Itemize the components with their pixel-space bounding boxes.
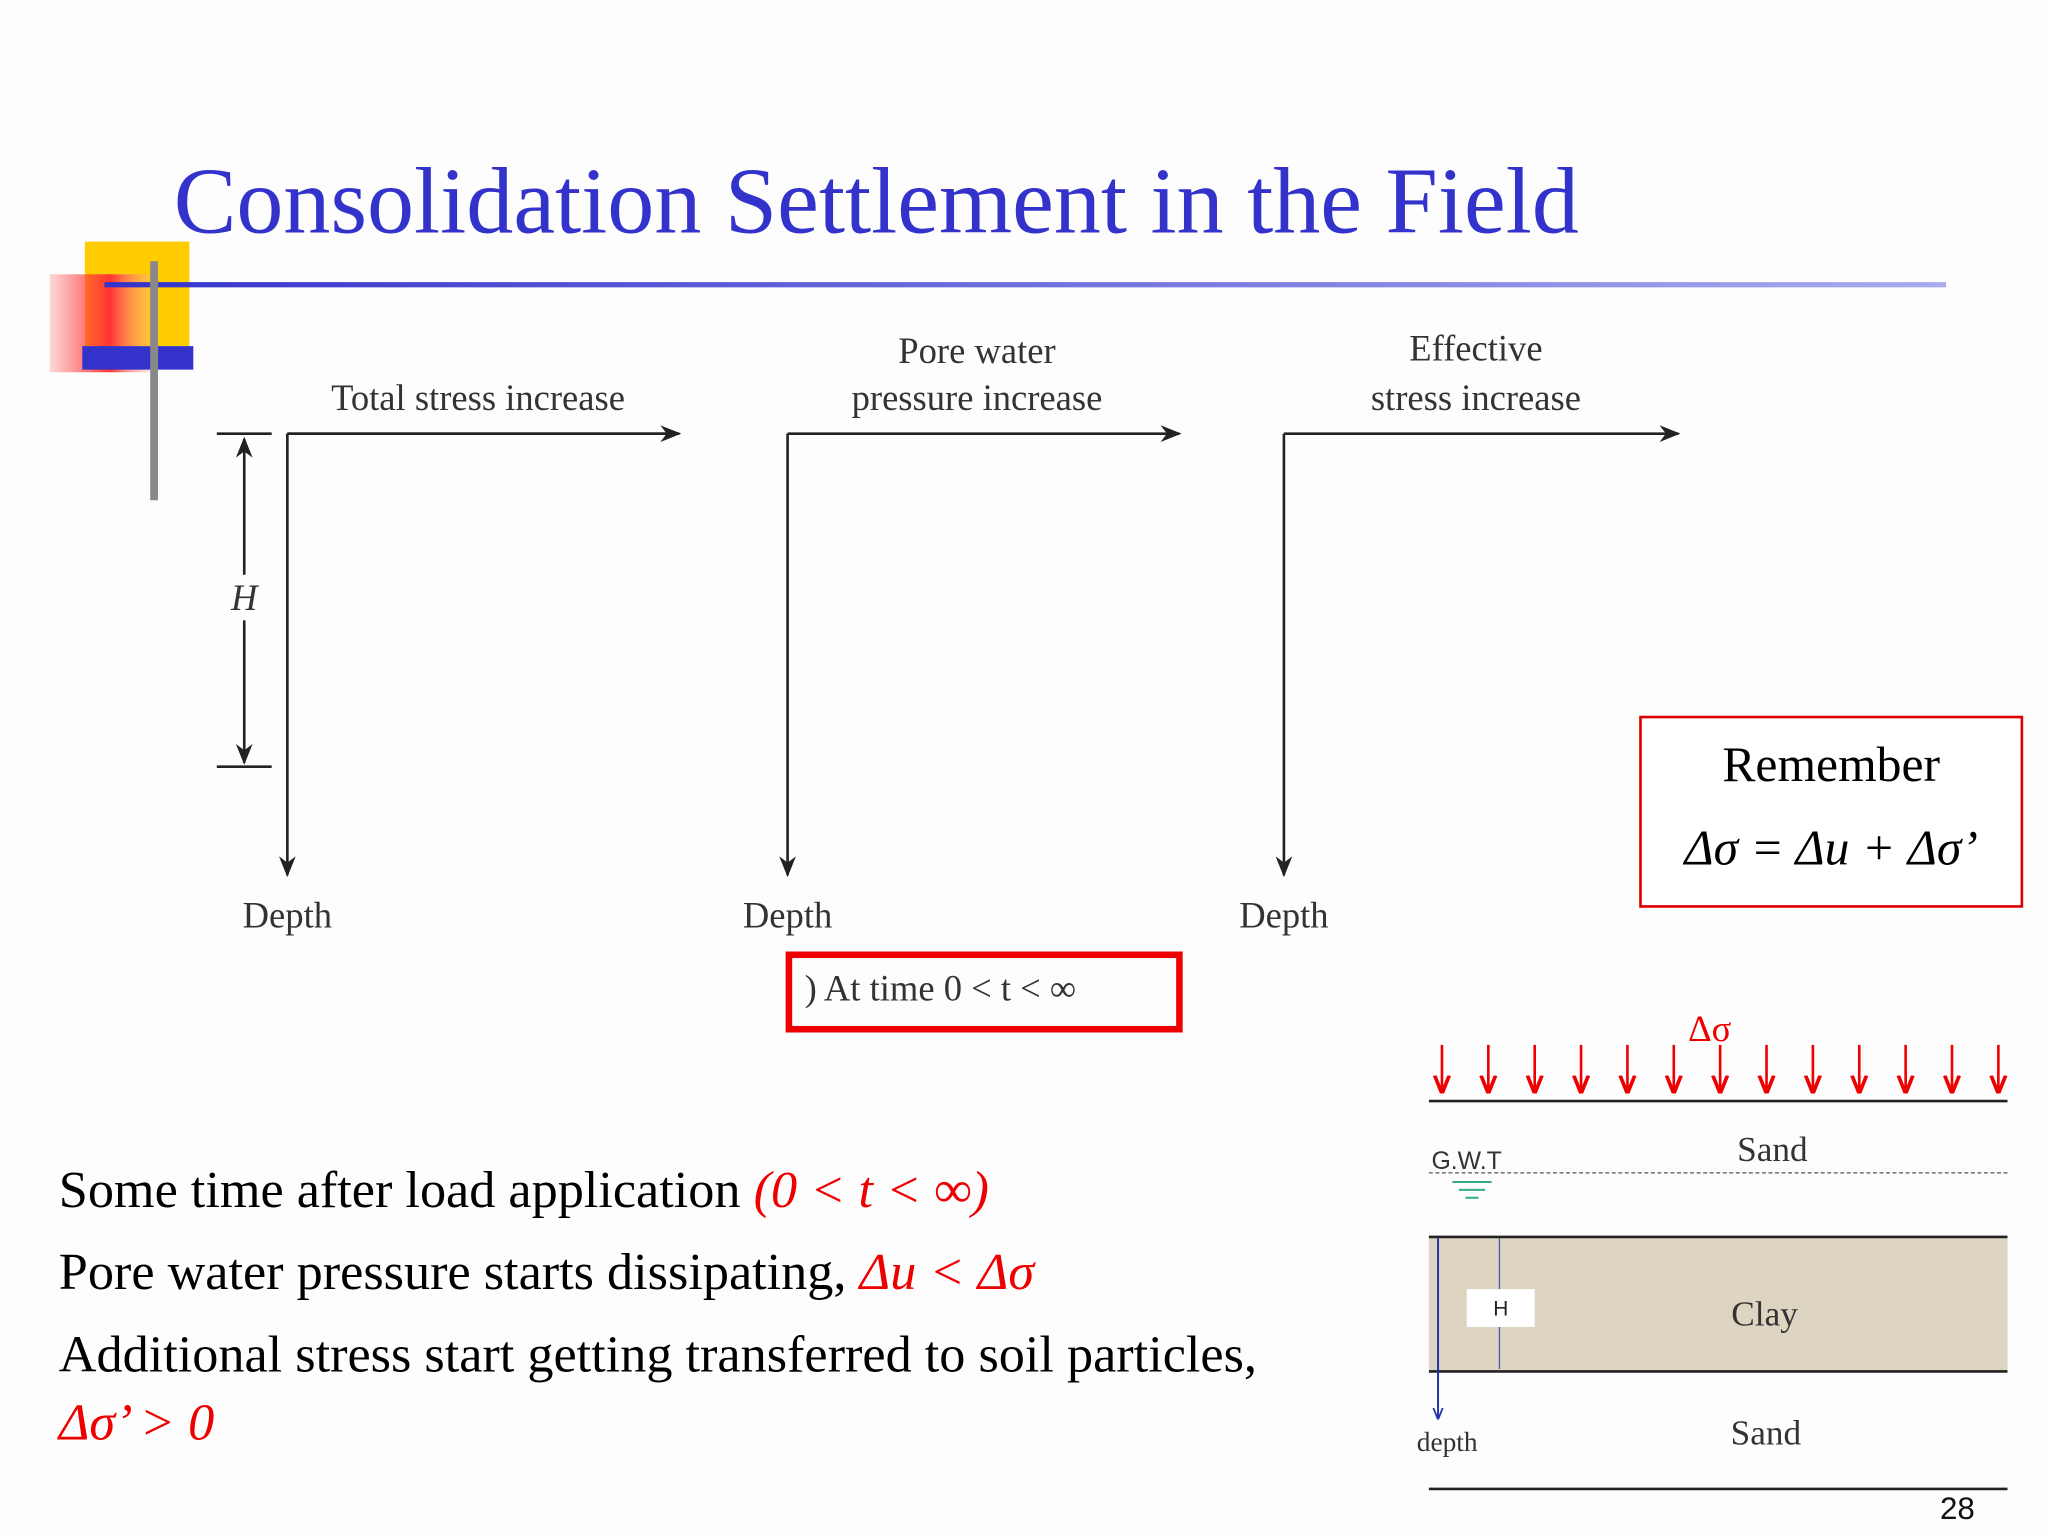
remember-heading: Remember bbox=[1722, 737, 1940, 792]
thickness-label: H bbox=[1493, 1297, 1508, 1320]
bullet: Some time after load application (0 < t … bbox=[59, 1161, 989, 1219]
remember-equation: Δσ = Δu + Δσ’ bbox=[1682, 821, 1977, 876]
gwt-label: G.W.T bbox=[1432, 1148, 1502, 1175]
panel-label: Effective bbox=[1409, 327, 1542, 368]
layer-label: Sand bbox=[1731, 1414, 1802, 1453]
remember-box bbox=[1639, 715, 2024, 908]
bullet-emphasis: (0 < t < ∞) bbox=[754, 1161, 989, 1219]
page-number: 28 bbox=[1940, 1491, 1975, 1526]
layer-label: Clay bbox=[1731, 1295, 1798, 1334]
panel-label: Total stress increase bbox=[331, 377, 625, 418]
axis-label: Depth bbox=[243, 894, 332, 935]
axis-label: Depth bbox=[743, 894, 832, 935]
stress-diagram: Total stress increase Pore water pressur… bbox=[216, 327, 1681, 1033]
bullet-text: Some time after load application bbox=[59, 1161, 754, 1219]
caption-box bbox=[785, 951, 1183, 1033]
bullet-text: Additional stress start getting transfer… bbox=[59, 1325, 1257, 1383]
caption: ) At time 0 < t < ∞ bbox=[805, 967, 1076, 1008]
depth-label: depth bbox=[1417, 1427, 1478, 1457]
bullet-emphasis: Δu < Δσ bbox=[858, 1243, 1037, 1301]
bullet: Pore water pressure starts dissipating, … bbox=[59, 1243, 1037, 1301]
axis-label: Depth bbox=[1239, 894, 1328, 935]
bullet-text: Pore water pressure starts dissipating, bbox=[59, 1243, 860, 1301]
title-decoration bbox=[49, 241, 1947, 501]
bullet-emphasis: Δσ’ > 0 bbox=[57, 1393, 215, 1451]
thickness-box bbox=[1466, 1289, 1535, 1328]
slide-title: Consolidation Settlement in the Field bbox=[174, 149, 1579, 253]
bullet-list: Some time after load application (0 < t … bbox=[57, 1161, 1257, 1451]
layer-label: Sand bbox=[1737, 1130, 1808, 1169]
load-label: Δσ bbox=[1688, 1008, 1732, 1049]
dimension-label: H bbox=[230, 577, 260, 618]
panel-label: Pore water bbox=[898, 330, 1055, 371]
soil-profile: Δσ Sand G.W.T Clay H depth Sand bbox=[1417, 1008, 2008, 1491]
panel-label: stress increase bbox=[1371, 377, 1581, 418]
panel-label: pressure increase bbox=[852, 377, 1103, 418]
